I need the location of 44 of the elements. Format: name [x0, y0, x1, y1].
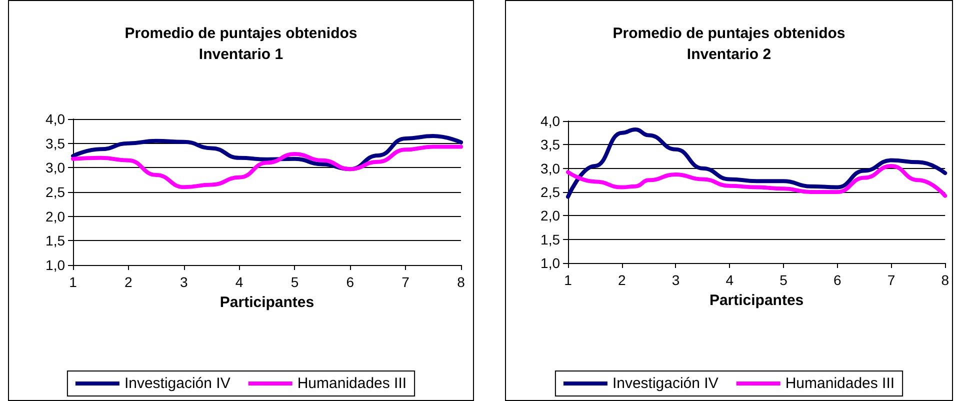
x-tick-label: 8 — [457, 274, 466, 290]
chart-title: Promedio de puntajes obtenidos — [612, 25, 846, 42]
y-tick-label: 4,0 — [46, 111, 66, 127]
y-tick-label: 1,0 — [46, 257, 66, 273]
x-tick-label: 2 — [124, 274, 133, 290]
x-axis-title: Participantes — [709, 292, 804, 309]
y-tick-label: 3,0 — [540, 160, 560, 176]
x-tick-label: 6 — [346, 274, 354, 290]
x-tick-label: 1 — [69, 274, 78, 290]
y-tick-label: 3,5 — [540, 136, 560, 153]
chart-subtitle: Inventario 1 — [198, 46, 284, 63]
line-series — [566, 128, 948, 199]
y-tick-label: 3,0 — [46, 160, 66, 176]
x-tick-label: 5 — [780, 272, 788, 288]
y-tick-label: 2,0 — [540, 208, 560, 224]
x-tick-label: 1 — [564, 272, 572, 288]
y-tick-label: 1,0 — [540, 255, 560, 271]
y-tick-label: 3,5 — [46, 135, 66, 152]
x-tick-label: 6 — [833, 272, 842, 288]
x-tick-label: 4 — [726, 272, 734, 288]
x-tick-label: 8 — [941, 272, 950, 288]
y-tick-label: 1,5 — [46, 232, 66, 249]
x-axis-title: Participantes — [220, 294, 314, 311]
x-tick-label: 7 — [402, 274, 410, 290]
legend-label: Investigación IV — [124, 375, 230, 392]
x-tick-label: 2 — [618, 272, 626, 288]
chart-title: Promedio de puntajes obtenidos — [124, 25, 358, 42]
y-tick-label: 4,0 — [540, 113, 560, 129]
x-tick-label: 3 — [180, 274, 188, 290]
line-series — [71, 144, 463, 190]
y-tick-label: 2,5 — [46, 184, 66, 200]
legend-label: Humanidades III — [297, 375, 407, 392]
y-tick-label: 1,5 — [540, 231, 560, 248]
line-series — [566, 164, 948, 198]
legend-label: Investigación IV — [612, 375, 718, 392]
y-tick-label: 2,0 — [46, 208, 66, 224]
line-series — [71, 134, 463, 172]
x-tick-label: 5 — [290, 274, 299, 290]
x-tick-label: 7 — [887, 272, 896, 288]
x-tick-label: 3 — [672, 272, 680, 288]
chart-subtitle: Inventario 2 — [686, 46, 772, 63]
y-tick-label: 2,5 — [540, 184, 560, 200]
legend-label: Humanidades III — [785, 375, 895, 392]
x-tick-label: 4 — [235, 274, 244, 290]
